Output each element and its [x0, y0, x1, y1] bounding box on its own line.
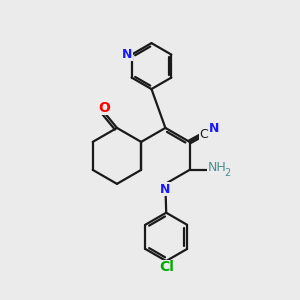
Text: N: N	[122, 48, 132, 61]
Text: 2: 2	[224, 168, 230, 178]
Text: NH: NH	[208, 161, 226, 174]
Text: Cl: Cl	[159, 260, 174, 274]
Text: N: N	[209, 122, 220, 135]
Text: O: O	[98, 101, 109, 115]
Text: C: C	[199, 128, 208, 141]
Text: N: N	[160, 183, 171, 196]
